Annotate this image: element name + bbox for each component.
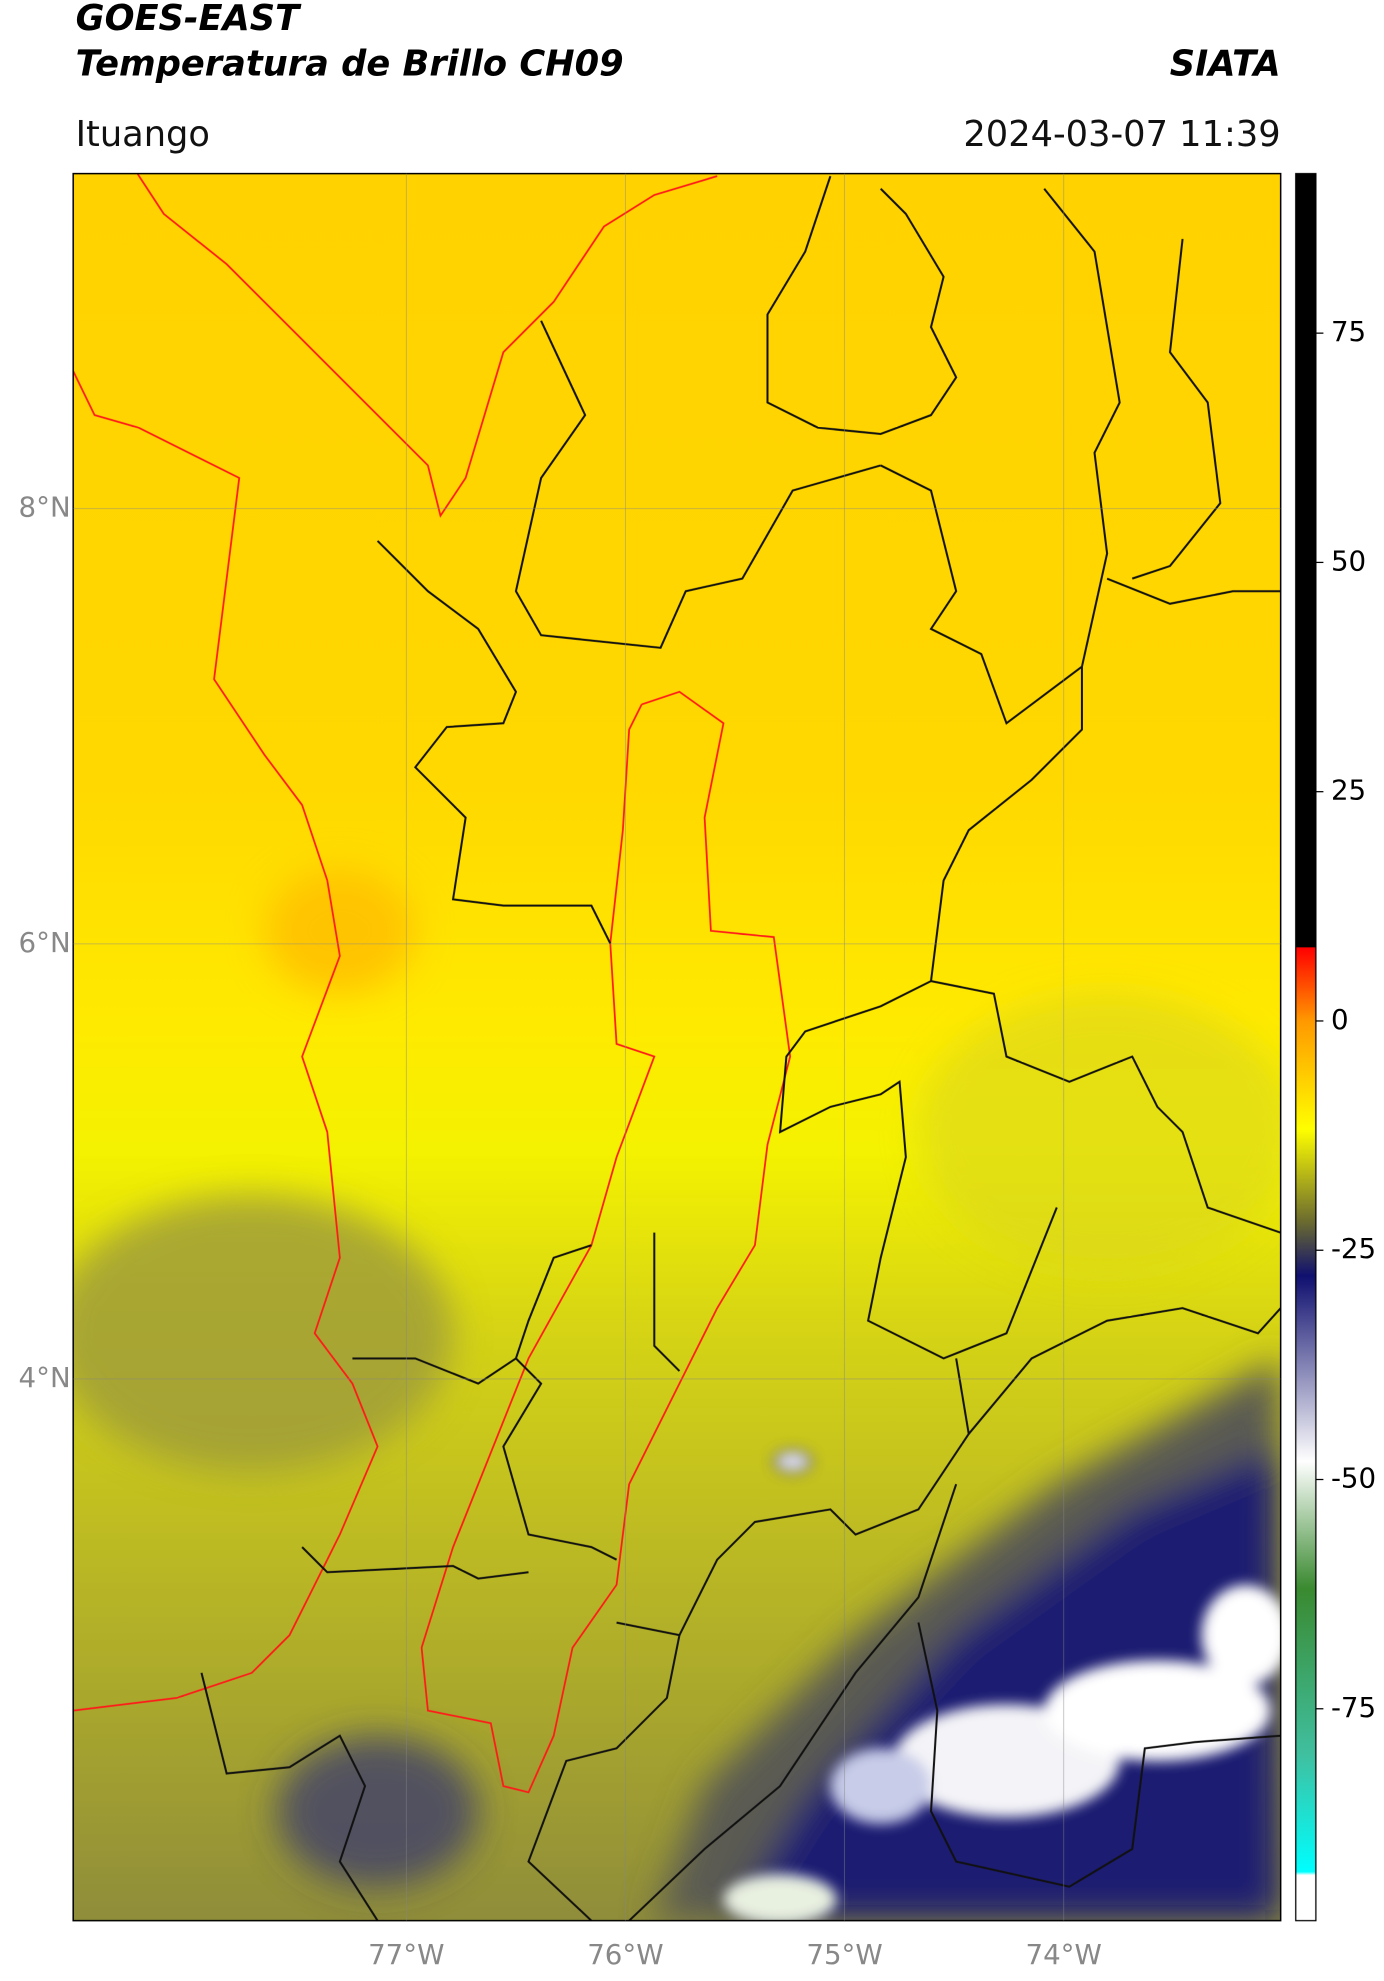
- y-tick-label: 8°N: [19, 491, 71, 524]
- colorbar-tick-label: 0: [1331, 1003, 1349, 1036]
- y-tick-label: 4°N: [19, 1361, 71, 1394]
- colorbar-tick-label: 25: [1331, 774, 1366, 807]
- x-tick-label: 75°W: [806, 1938, 882, 1971]
- colorbar-tick-label: 75: [1331, 315, 1366, 348]
- region: Ituango: [76, 114, 210, 155]
- source: SIATA: [1170, 43, 1281, 84]
- colorbar-tick-label: 50: [1331, 544, 1366, 577]
- colorbar-tick-label: -75: [1331, 1691, 1376, 1724]
- x-tick-label: 76°W: [587, 1938, 663, 1971]
- colorbar: [1295, 172, 1317, 1922]
- x-tick-label: 74°W: [1026, 1938, 1102, 1971]
- y-tick-label: 6°N: [19, 926, 71, 959]
- subtitle: Temperatura de Brillo CH09: [76, 43, 624, 84]
- datetime: 2024-03-07 11:39: [963, 114, 1280, 155]
- x-tick-label: 77°W: [368, 1938, 444, 1971]
- title: GOES-EAST: [76, 0, 302, 39]
- map-image: [73, 173, 1281, 1921]
- colorbar-tick-label: -25: [1331, 1232, 1376, 1265]
- map-frame: [72, 172, 1282, 1922]
- colorbar-tick-label: -50: [1331, 1462, 1376, 1495]
